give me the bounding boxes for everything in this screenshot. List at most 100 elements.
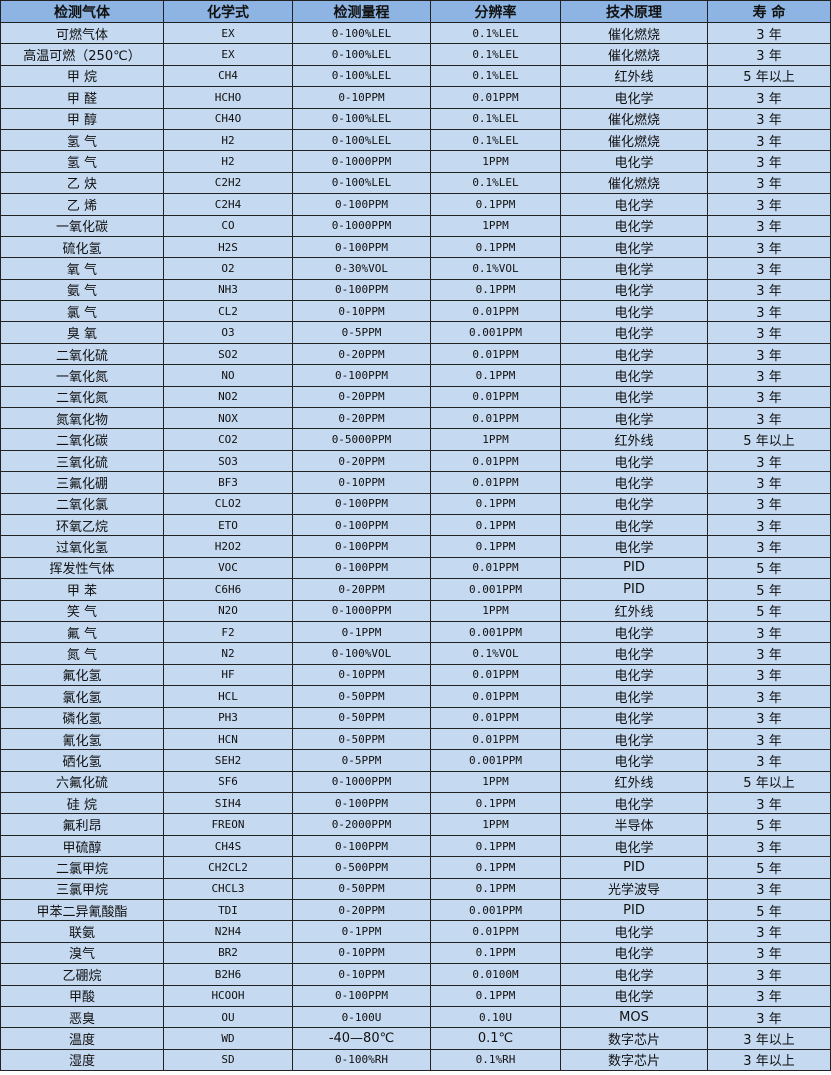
cell-formula: SEH2	[163, 749, 293, 772]
cell-resolution: 1PPM	[430, 150, 561, 173]
cell-principle: 数字芯片	[560, 1048, 708, 1072]
cell-lifespan: 3 年	[707, 364, 831, 387]
cell-principle: 红外线	[560, 599, 708, 622]
table-row: 挥发性气体 VOC 0-100PPM 0.01PPM PID 5 年	[0, 556, 831, 580]
cell-range: 0-50PPM	[292, 727, 431, 751]
cell-resolution: 0.1%RH	[430, 1048, 561, 1072]
cell-lifespan: 3 年	[707, 300, 831, 323]
cell-gas: 温度	[0, 1027, 164, 1050]
cell-lifespan: 5 年以上	[707, 64, 831, 88]
table-row: 湿度 SD 0-100%RH 0.1%RH 数字芯片 3 年以上	[0, 1048, 831, 1072]
cell-resolution: 0.01PPM	[430, 727, 561, 751]
cell-formula: CH4S	[163, 834, 293, 858]
cell-principle: 电化学	[560, 235, 708, 259]
table-row: 环氧乙烷 ETO 0-100PPM 0.1PPM 电化学 3 年	[0, 513, 831, 537]
cell-gas: 氮氧化物	[0, 407, 164, 430]
cell-lifespan: 3 年	[707, 877, 831, 901]
cell-gas: 硒化氢	[0, 749, 164, 772]
table-row: 氨 气 NH3 0-100PPM 0.1PPM 电化学 3 年	[0, 278, 831, 302]
cell-lifespan: 5 年	[707, 578, 831, 601]
cell-gas: 六氟化硫	[0, 770, 164, 794]
cell-principle: 电化学	[560, 150, 708, 173]
cell-range: 0-20PPM	[292, 449, 431, 473]
table-row: 氟化氢 HF 0-10PPM 0.01PPM 电化学 3 年	[0, 663, 831, 687]
cell-range: 0-10PPM	[292, 86, 431, 109]
header-range: 检测量程	[292, 0, 431, 23]
cell-principle: PID	[560, 578, 708, 601]
cell-resolution: 0.1%LEL	[430, 21, 561, 45]
cell-formula: OU	[163, 1005, 293, 1029]
cell-resolution: 0.1PPM	[430, 984, 561, 1007]
cell-range: 0-20PPM	[292, 342, 431, 366]
cell-resolution: 0.01PPM	[430, 407, 561, 430]
cell-lifespan: 3 年以上	[707, 1027, 831, 1050]
table-row: 温度 WD -40—80℃ 0.1℃ 数字芯片 3 年以上	[0, 1027, 831, 1050]
cell-principle: 红外线	[560, 428, 708, 451]
cell-lifespan: 3 年	[707, 685, 831, 708]
cell-gas: 甲酸	[0, 984, 164, 1007]
cell-principle: 电化学	[560, 963, 708, 986]
cell-gas: 一氧化氮	[0, 364, 164, 387]
cell-principle: 电化学	[560, 685, 708, 708]
cell-formula: HCHO	[163, 86, 293, 109]
cell-range: 0-100PPM	[292, 513, 431, 537]
cell-range: 0-1PPM	[292, 620, 431, 644]
cell-lifespan: 3 年	[707, 171, 831, 195]
cell-gas: 二氧化氯	[0, 492, 164, 515]
cell-formula: N2H4	[163, 920, 293, 943]
cell-range: 0-20PPM	[292, 407, 431, 430]
cell-gas: 湿度	[0, 1048, 164, 1072]
cell-lifespan: 5 年以上	[707, 770, 831, 794]
cell-resolution: 1PPM	[430, 599, 561, 622]
cell-resolution: 0.1PPM	[430, 364, 561, 387]
cell-lifespan: 3 年	[707, 407, 831, 430]
cell-resolution: 0.01PPM	[430, 471, 561, 494]
cell-resolution: 1PPM	[430, 770, 561, 794]
cell-lifespan: 3 年	[707, 941, 831, 965]
table-row: 氢 气 H2 0-100%LEL 0.1%LEL 催化燃烧 3 年	[0, 128, 831, 152]
cell-resolution: 0.1%LEL	[430, 128, 561, 152]
cell-resolution: 0.01PPM	[430, 449, 561, 473]
cell-resolution: 0.1PPM	[430, 278, 561, 302]
cell-resolution: 0.01PPM	[430, 86, 561, 109]
table-row: 二氧化碳 CO2 0-5000PPM 1PPM 红外线 5 年以上	[0, 428, 831, 451]
cell-range: 0-50PPM	[292, 685, 431, 708]
table-row: 六氟化硫 SF6 0-1000PPM 1PPM 红外线 5 年以上	[0, 770, 831, 794]
cell-formula: CO	[163, 214, 293, 237]
cell-principle: 电化学	[560, 300, 708, 323]
table-row: 氢 气 H2 0-1000PPM 1PPM 电化学 3 年	[0, 150, 831, 173]
cell-resolution: 0.1%LEL	[430, 107, 561, 130]
cell-range: 0-100PPM	[292, 792, 431, 815]
cell-gas: 氯化氢	[0, 685, 164, 708]
cell-principle: 电化学	[560, 193, 708, 216]
cell-gas: 可燃气体	[0, 21, 164, 45]
cell-resolution: 0.1PPM	[430, 513, 561, 537]
cell-resolution: 0.10U	[430, 1005, 561, 1029]
cell-lifespan: 3 年	[707, 984, 831, 1007]
table-body: 可燃气体 EX 0-100%LEL 0.1%LEL 催化燃烧 3 年高温可燃（250℃） E…	[0, 21, 831, 1072]
cell-lifespan: 3 年以上	[707, 1048, 831, 1072]
table-row: 甲 苯 C6H6 0-20PPM 0.001PPM PID 5 年	[0, 578, 831, 601]
table-row: 二氧化氮 NO2 0-20PPM 0.01PPM 电化学 3 年	[0, 385, 831, 409]
table-row: 一氧化碳 CO 0-1000PPM 1PPM 电化学 3 年	[0, 214, 831, 237]
cell-principle: 电化学	[560, 364, 708, 387]
cell-range: 0-50PPM	[292, 706, 431, 729]
cell-gas: 三氯甲烷	[0, 877, 164, 901]
cell-principle: 电化学	[560, 278, 708, 302]
cell-lifespan: 3 年	[707, 257, 831, 280]
cell-gas: 氮 气	[0, 642, 164, 665]
cell-gas: 硫化氢	[0, 235, 164, 259]
cell-range: 0-100PPM	[292, 492, 431, 515]
cell-range: 0-100%LEL	[292, 43, 431, 66]
cell-range: 0-1000PPM	[292, 599, 431, 622]
cell-lifespan: 3 年	[707, 706, 831, 729]
cell-lifespan: 5 年	[707, 813, 831, 836]
cell-gas: 恶臭	[0, 1005, 164, 1029]
cell-gas: 三氧化硫	[0, 449, 164, 473]
cell-lifespan: 3 年	[707, 385, 831, 409]
cell-lifespan: 5 年	[707, 856, 831, 879]
table-row: 可燃气体 EX 0-100%LEL 0.1%LEL 催化燃烧 3 年	[0, 21, 831, 45]
cell-resolution: 0.1PPM	[430, 834, 561, 858]
table-row: 甲苯二异氰酸酯 TDI 0-20PPM 0.001PPM PID 5 年	[0, 899, 831, 922]
table-row: 硅 烷 SIH4 0-100PPM 0.1PPM 电化学 3 年	[0, 792, 831, 815]
